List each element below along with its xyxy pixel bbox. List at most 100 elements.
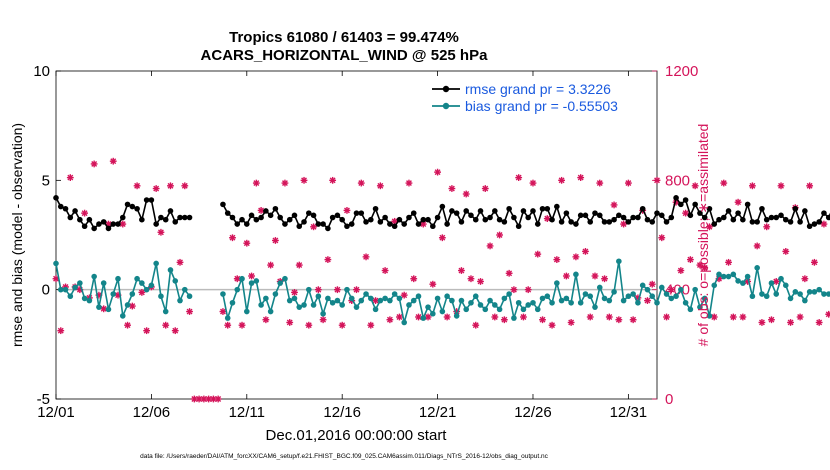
rmse-point [401,221,407,227]
rmse-point [620,214,627,221]
obs-count-marker-stroke [525,286,532,293]
rmse-point [77,216,83,223]
obs-count-marker-stroke [496,232,503,238]
obs-count-marker [405,179,413,187]
obs-count-marker-stroke [124,322,131,329]
obs-count-marker-stroke [620,221,627,228]
bias-point [363,291,369,297]
rmse-point [296,223,303,230]
obs-count-marker-stroke [682,210,689,217]
rmse-point [430,223,436,230]
obs-count-marker-stroke [787,319,794,326]
obs-count-marker [510,286,518,294]
bias-point [139,280,145,286]
obs-count-marker-stroke [716,275,722,282]
bias-point [143,286,150,293]
obs-count-marker [653,176,661,184]
bias-point [701,295,708,302]
obs-count-marker [629,316,637,324]
obs-count-marker-stroke [100,305,107,312]
obs-count-marker-stroke [282,180,288,187]
y-right-axis-label: # of obs: o=possible; ∗=assimilated [695,124,711,347]
obs-count-marker-stroke [134,182,141,189]
obs-count-marker-stroke [649,281,656,288]
obs-count-marker-stroke [472,322,479,329]
rmse-point [816,219,822,225]
rmse-point [492,208,498,214]
rmse-point [592,210,598,216]
obs-count-marker [515,174,523,181]
obs-count-marker-stroke [406,180,412,187]
rmse-point [100,219,107,225]
bias-point [630,291,636,297]
obs-count-marker-stroke [272,237,279,244]
obs-count-marker [248,272,255,280]
obs-count-marker [291,289,298,296]
obs-count-marker [548,321,556,329]
rmse-point [611,216,617,223]
obs-count-marker-stroke [210,396,217,402]
bias-point [358,297,365,304]
obs-count-marker [124,321,131,329]
rmse-point [172,219,179,225]
obs-count-marker-stroke [401,292,408,299]
obs-count-marker-stroke [53,275,59,282]
obs-count-marker [90,160,98,168]
bias-point [468,299,474,306]
obs-count-marker-stroke [687,256,694,263]
bias-point [668,295,675,302]
obs-count-marker [782,248,790,255]
rmse-point [778,212,784,219]
y-right-tick-label: 400 [665,282,690,299]
bias-point [720,273,727,280]
bias-point [377,297,384,304]
obs-count-marker [539,316,546,324]
obs-count-marker-stroke [220,308,226,315]
bias-point [67,293,74,300]
y-left-axis-label: rmse and bias (model - observation) [9,123,25,347]
rmse-point [53,195,59,201]
obs-count-marker [534,250,542,258]
bias-point [243,308,250,315]
bias-point [649,293,656,300]
obs-count-marker-stroke [816,319,823,326]
obs-count-marker [458,267,465,274]
rmse-point [329,214,336,221]
bias-point [234,286,241,293]
obs-count-marker [357,179,365,187]
obs-count-marker-stroke [806,182,813,189]
bias-point [434,295,441,302]
bias-point [439,308,446,315]
obs-count-marker [281,179,289,187]
rmse-point [749,219,756,225]
obs-count-marker-stroke [744,278,751,285]
obs-count-marker [615,316,623,324]
obs-count-marker [219,308,227,315]
rmse-point [368,216,374,223]
obs-count-marker-stroke [205,396,212,402]
rmse-point [515,223,522,230]
rmse-point [682,197,689,203]
obs-count-marker-stroke [329,177,336,184]
rmse-point [91,225,97,232]
obs-count-marker-stroke [654,177,660,184]
obs-count-marker-stroke [754,242,761,249]
obs-count-marker-stroke [200,396,207,402]
obs-count-marker-stroke [615,316,622,323]
bias-point [329,299,336,306]
rmse-point [134,205,140,212]
obs-count-marker-stroke [778,182,784,189]
obs-count-marker [233,275,241,283]
obs-count-marker [572,253,580,261]
rmse-point [449,208,455,214]
bias-point [306,286,312,293]
obs-count-marker [686,256,694,263]
x-axis-label: Dec.01,2016 00:00:00 start [266,427,448,444]
obs-count-marker [138,289,146,296]
obs-count-marker-stroke [344,207,350,214]
bias-point [62,286,69,293]
obs-count-marker [176,258,184,266]
rmse-point [186,214,193,221]
obs-count-marker-stroke [549,322,556,329]
rmse-point [477,208,484,214]
